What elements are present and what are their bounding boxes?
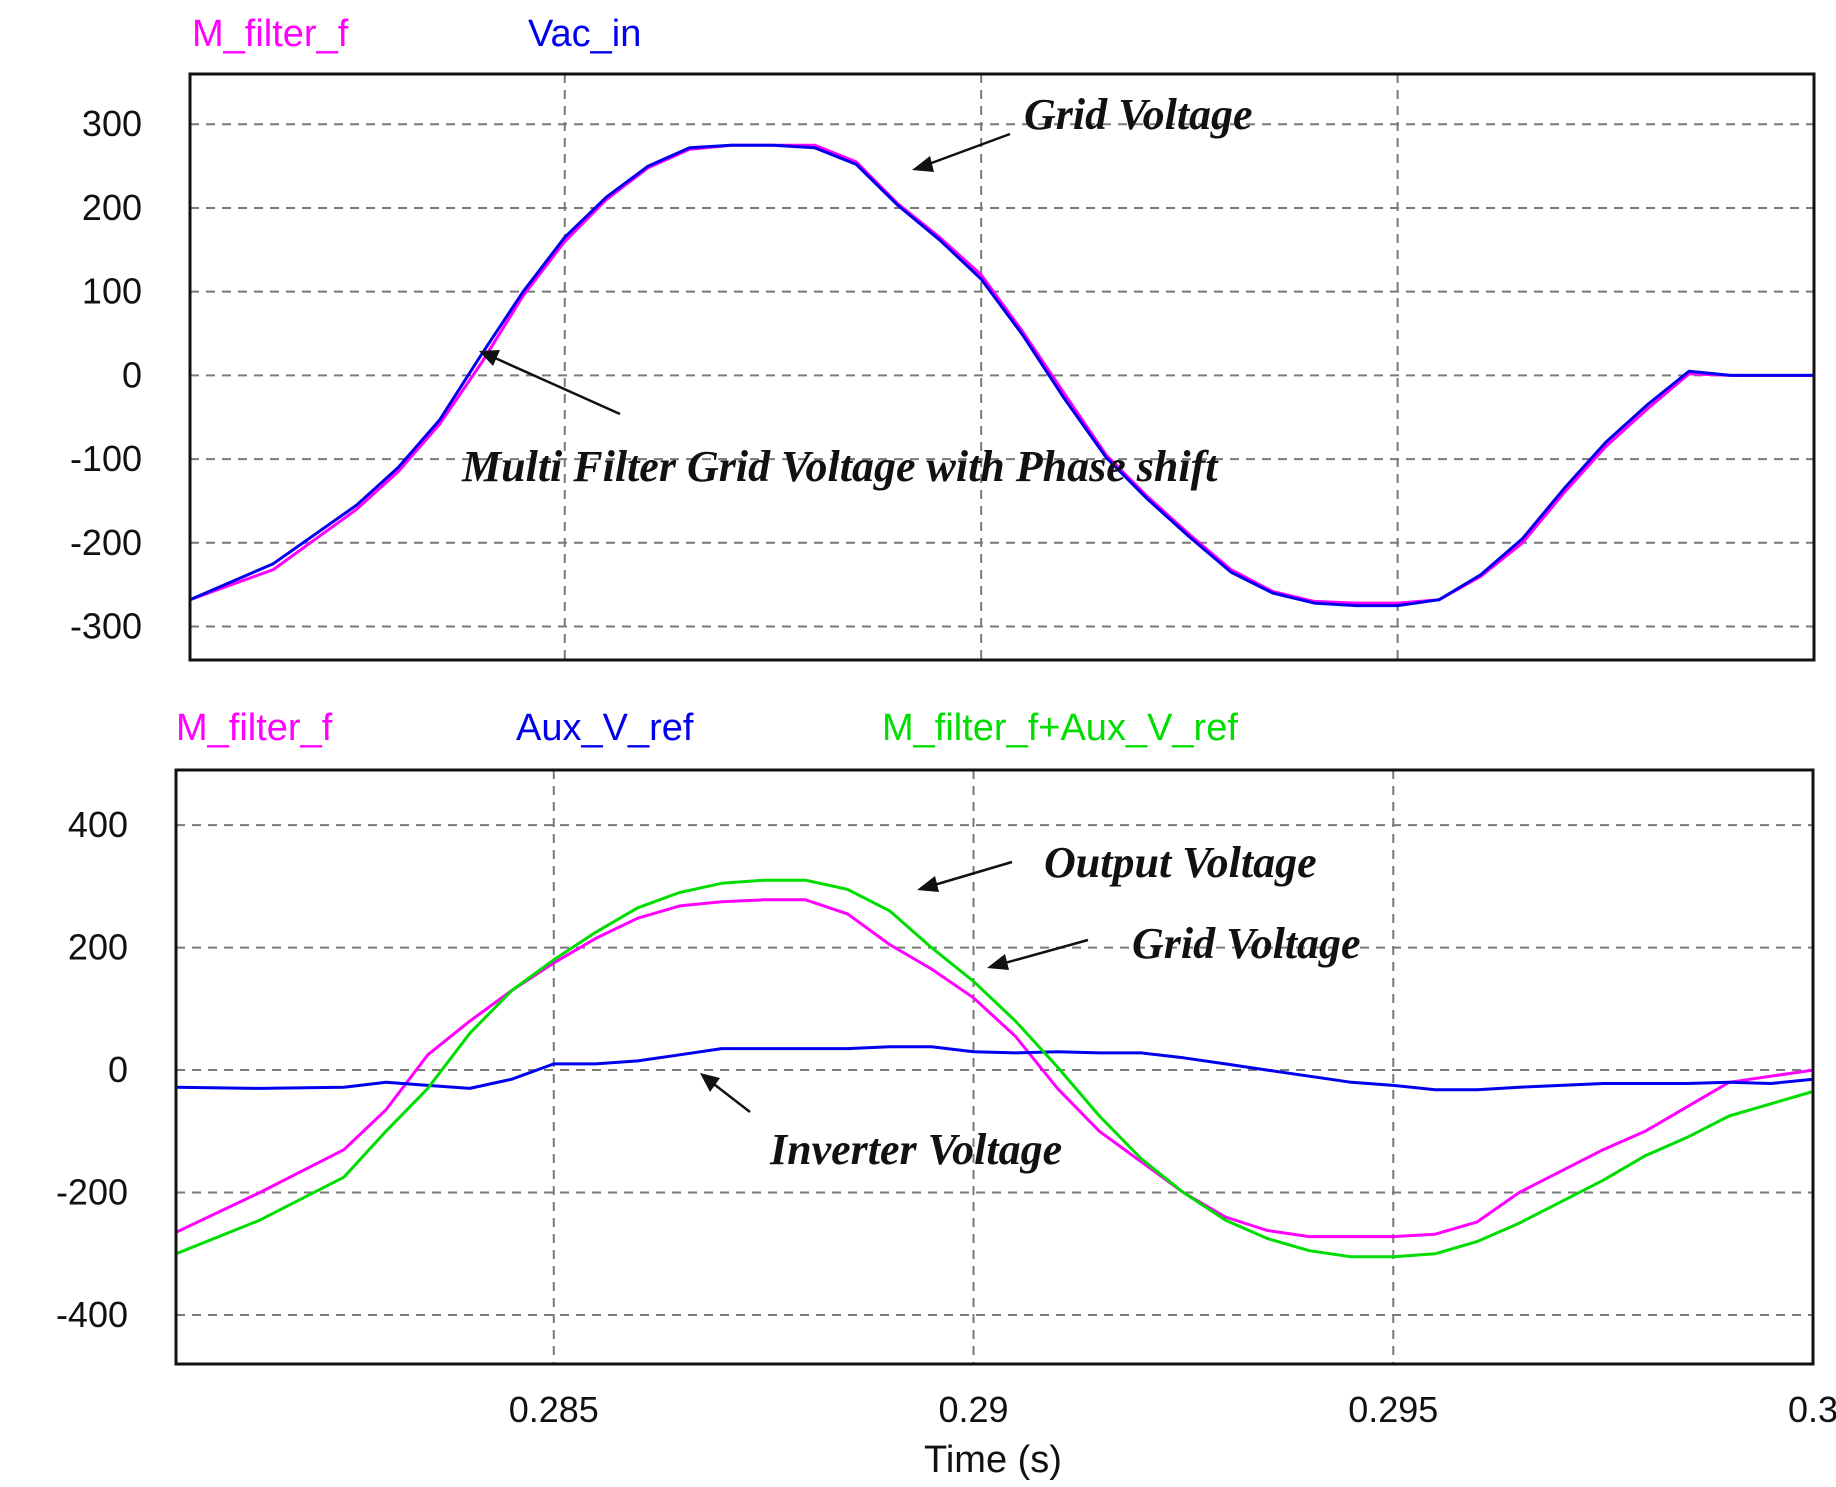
legend-bottom-sum: M_filter_f+Aux_V_ref bbox=[882, 707, 1238, 749]
bottom-y-tick-labels: 400 200 0 -200 -400 bbox=[56, 804, 128, 1335]
annotation-top-multi-filter: Multi Filter Grid Voltage with Phase shi… bbox=[461, 442, 1219, 491]
legend-bottom-m-filter-f: M_filter_f bbox=[176, 707, 333, 749]
top-series-m-filter-f bbox=[189, 143, 1814, 605]
bottom-arrow-grid-voltage bbox=[993, 938, 1089, 968]
top-panel: M_filter_f Vac_in 300 200 100 0 -100 -200 -300… bbox=[70, 13, 1816, 662]
legend-top-vac-in: Vac_in bbox=[528, 13, 641, 55]
top-y-tick-label: -100 bbox=[70, 438, 142, 479]
top-y-tick-labels: 300 200 100 0 -100 -200 -300 bbox=[70, 103, 142, 646]
top-y-tick-label: 200 bbox=[82, 187, 142, 228]
x-tick-label: 0.285 bbox=[509, 1389, 599, 1430]
annotation-top-grid-voltage: Grid Voltage bbox=[1024, 90, 1253, 139]
bottom-series-aux-v-ref bbox=[175, 1045, 1814, 1092]
top-y-tick-label: 300 bbox=[82, 103, 142, 144]
legend-bottom-aux-v-ref: Aux_V_ref bbox=[516, 707, 694, 749]
bottom-arrowhead-grid-voltage bbox=[987, 954, 1009, 970]
bottom-plot-frame bbox=[174, 768, 1815, 1366]
bottom-x-tick-labels: 0.285 0.29 0.295 0.3 bbox=[509, 1389, 1836, 1430]
bottom-arrowhead-output-voltage bbox=[917, 876, 939, 892]
top-arrowhead-grid-voltage bbox=[912, 156, 934, 172]
top-y-tick-label: -200 bbox=[70, 522, 142, 563]
x-tick-label: 0.295 bbox=[1348, 1389, 1438, 1430]
top-grid bbox=[190, 74, 1814, 660]
top-series bbox=[189, 143, 1814, 608]
legend-top-m-filter-f: M_filter_f bbox=[192, 13, 349, 55]
bottom-y-tick-label: 200 bbox=[68, 927, 128, 968]
bottom-series-m-filter-f-aux-v-ref bbox=[175, 878, 1814, 1259]
top-arrow-grid-voltage bbox=[917, 132, 1011, 170]
top-y-tick-label: 100 bbox=[82, 271, 142, 312]
annotation-bottom-inverter-voltage: Inverter Voltage bbox=[769, 1125, 1062, 1174]
bottom-arrow-output-voltage bbox=[923, 860, 1013, 890]
bottom-y-tick-label: 0 bbox=[108, 1049, 128, 1090]
bottom-y-tick-label: -400 bbox=[56, 1294, 128, 1335]
x-axis-label: Time (s) bbox=[924, 1439, 1062, 1481]
top-series-vac-in bbox=[189, 143, 1814, 608]
top-arrowhead-multi-filter bbox=[479, 350, 500, 366]
bottom-y-tick-label: 400 bbox=[68, 804, 128, 845]
annotation-bottom-grid-voltage: Grid Voltage bbox=[1132, 919, 1361, 968]
annotation-bottom-output-voltage: Output Voltage bbox=[1044, 838, 1317, 887]
bottom-panel: M_filter_f Aux_V_ref M_filter_f+Aux_V_re… bbox=[56, 707, 1836, 1481]
bottom-series bbox=[175, 878, 1814, 1259]
bottom-y-tick-label: -200 bbox=[56, 1172, 128, 1213]
top-y-tick-label: 0 bbox=[122, 354, 142, 395]
bottom-grid bbox=[176, 770, 1813, 1364]
top-arrow-multi-filter bbox=[485, 352, 621, 416]
x-tick-label: 0.29 bbox=[938, 1389, 1008, 1430]
x-tick-label: 0.3 bbox=[1788, 1389, 1836, 1430]
top-plot-frame bbox=[188, 72, 1816, 662]
bottom-arrowhead-inverter-voltage bbox=[700, 1073, 720, 1092]
top-y-tick-label: -300 bbox=[70, 606, 142, 647]
